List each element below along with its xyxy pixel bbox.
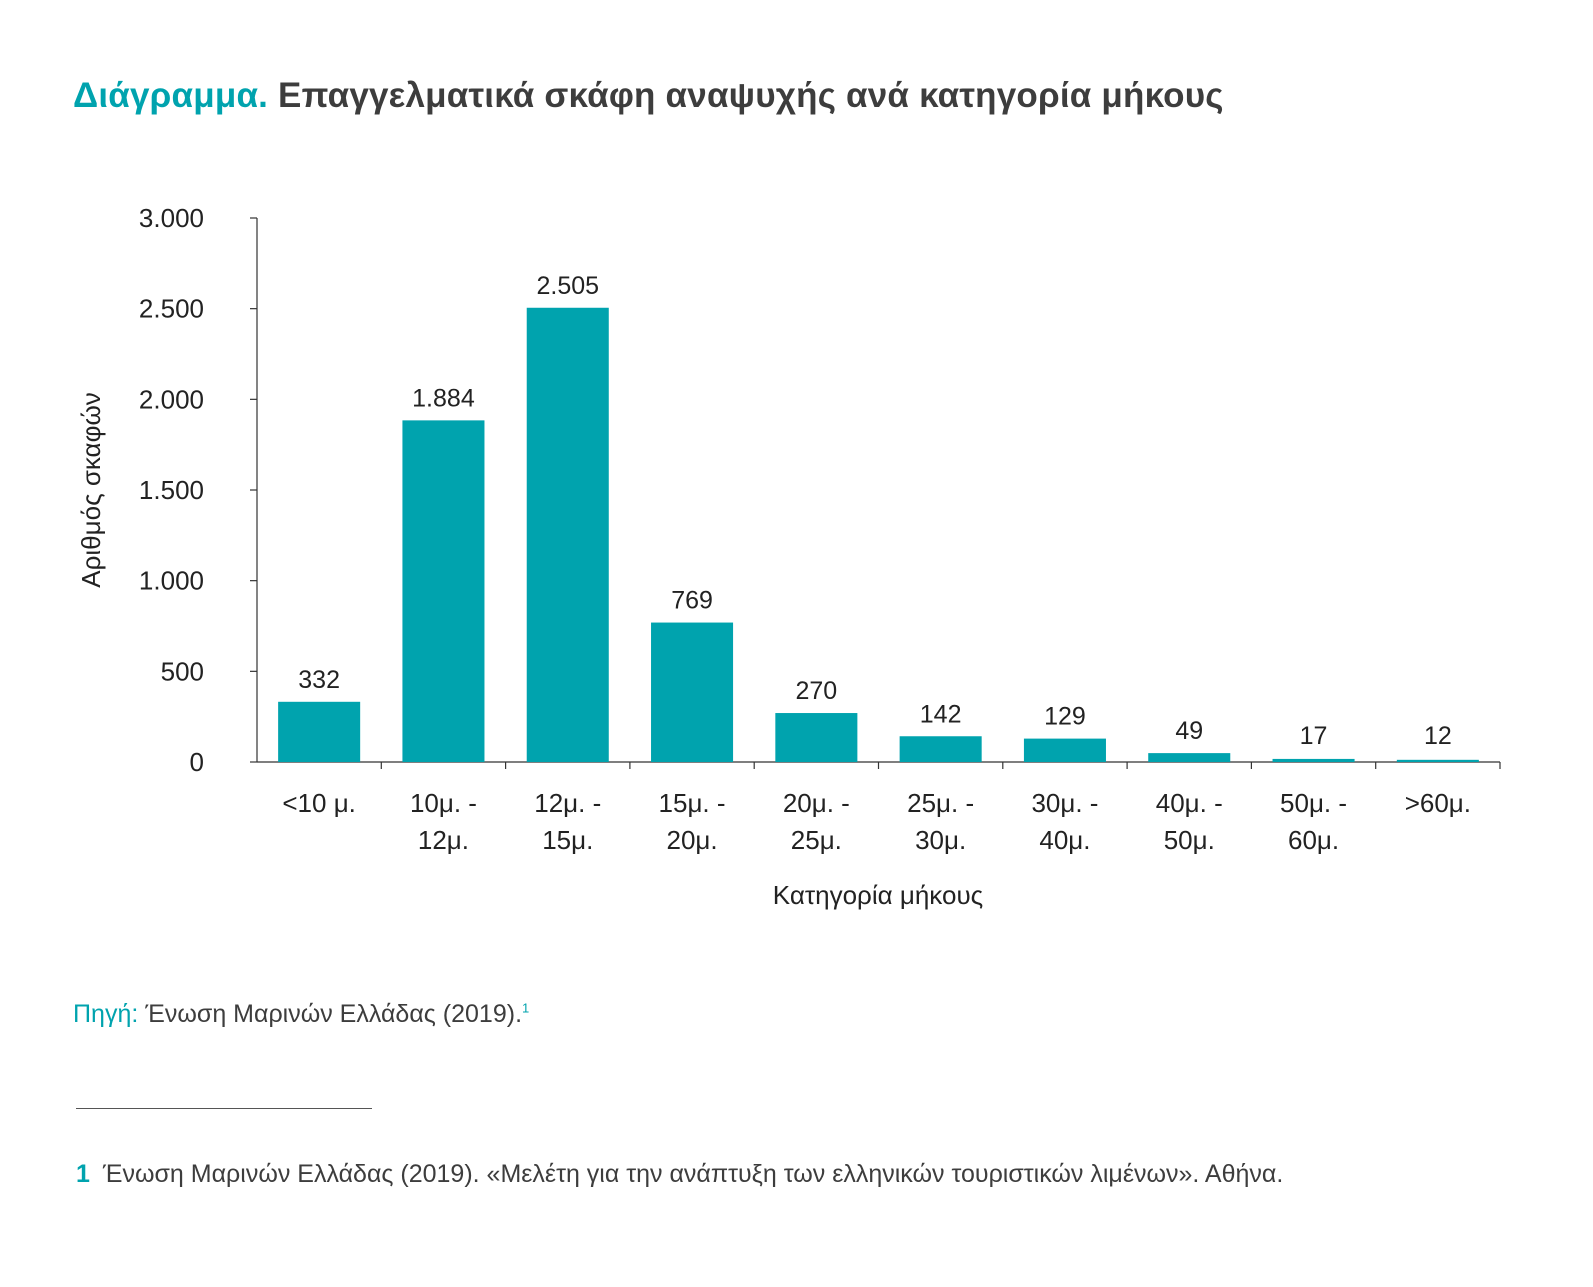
x-axis-tick-labels: <10 μ. 10μ. -12μ. 12μ. -15μ. 15μ. -20μ. 20μ.… <box>282 788 1471 855</box>
bar-value-label: 12 <box>1424 722 1452 750</box>
y-axis-ticks: 0 500 1.000 1.500 2.000 2.500 3.000 <box>139 203 257 777</box>
x-tick-label: 25μ. -30μ. <box>907 788 974 855</box>
value-labels: 332 1.884 2.505 769 270 142 129 49 17 12 <box>298 272 1451 750</box>
x-tick-label: 20μ. -25μ. <box>783 788 850 855</box>
x-tick-label: <10 μ. <box>282 788 356 818</box>
x-tick-label: 30μ. -40μ. <box>1031 788 1098 855</box>
y-tick-label: 3.000 <box>139 203 204 233</box>
source-label: Πηγή: <box>73 1000 139 1028</box>
footnote-number: 1 <box>76 1160 90 1188</box>
y-tick-label: 1.500 <box>139 475 204 505</box>
bar-value-label: 1.884 <box>412 384 475 412</box>
chart-title-prefix: Διάγραμμα. <box>73 76 269 115</box>
bar <box>651 622 734 762</box>
bar-value-label: 17 <box>1300 722 1328 750</box>
source-text: Ένωση Μαρινών Ελλάδας (2019). <box>145 1000 523 1028</box>
bar-chart: 0 500 1.000 1.500 2.000 2.500 3.000 332 1.884 2.… <box>76 203 1501 910</box>
bar <box>278 701 361 762</box>
y-tick-label: 2.500 <box>139 294 204 324</box>
bar <box>1272 758 1355 762</box>
footnote-divider <box>76 1108 372 1109</box>
source-ref: 1 <box>522 1000 530 1016</box>
chart-title-main: Επαγγελματικά σκάφη αναψυχής ανά κατηγορ… <box>278 76 1224 115</box>
y-tick-label: 2.000 <box>139 384 204 414</box>
bar <box>775 713 858 762</box>
bar-value-label: 332 <box>298 666 340 694</box>
y-axis-label: Αριθμός σκαφών <box>76 392 106 587</box>
x-tick-label: 50μ. -60μ. <box>1280 788 1347 855</box>
x-tick-label: 15μ. -20μ. <box>659 788 726 855</box>
footnote: 1 Ένωση Μαρινών Ελλάδας (2019). «Μελέτη … <box>76 1160 1283 1189</box>
y-tick-label: 1.000 <box>139 566 204 596</box>
source-note: Πηγή: Ένωση Μαρινών Ελλάδας (2019).1 <box>73 1000 529 1029</box>
y-tick-label: 0 <box>190 747 204 777</box>
bar-value-label: 769 <box>671 587 713 615</box>
x-tick-label: 12μ. -15μ. <box>534 788 601 855</box>
x-tick-label: 10μ. -12μ. <box>410 788 477 855</box>
y-tick-label: 500 <box>161 656 204 686</box>
footnote-text: Ένωση Μαρινών Ελλάδας (2019). «Μελέτη γι… <box>102 1160 1284 1188</box>
bar <box>1023 738 1106 762</box>
bar-value-label: 270 <box>795 677 837 705</box>
bar <box>1148 753 1231 762</box>
x-axis-label: Κατηγορία μήκους <box>773 880 983 910</box>
bar <box>1396 759 1479 762</box>
bar-value-label: 142 <box>920 700 962 728</box>
bar-value-label: 2.505 <box>536 272 599 300</box>
bars <box>278 307 1479 762</box>
bar <box>899 736 982 762</box>
x-tick-label: 40μ. -50μ. <box>1156 788 1223 855</box>
bar <box>402 420 485 762</box>
bar-value-label: 129 <box>1044 703 1086 731</box>
x-tick-label: >60μ. <box>1405 788 1471 818</box>
bar-value-label: 49 <box>1175 717 1203 745</box>
bar <box>526 307 609 762</box>
chart-title: Διάγραμμα. Επαγγελματικά σκάφη αναψυχής … <box>73 76 1224 116</box>
